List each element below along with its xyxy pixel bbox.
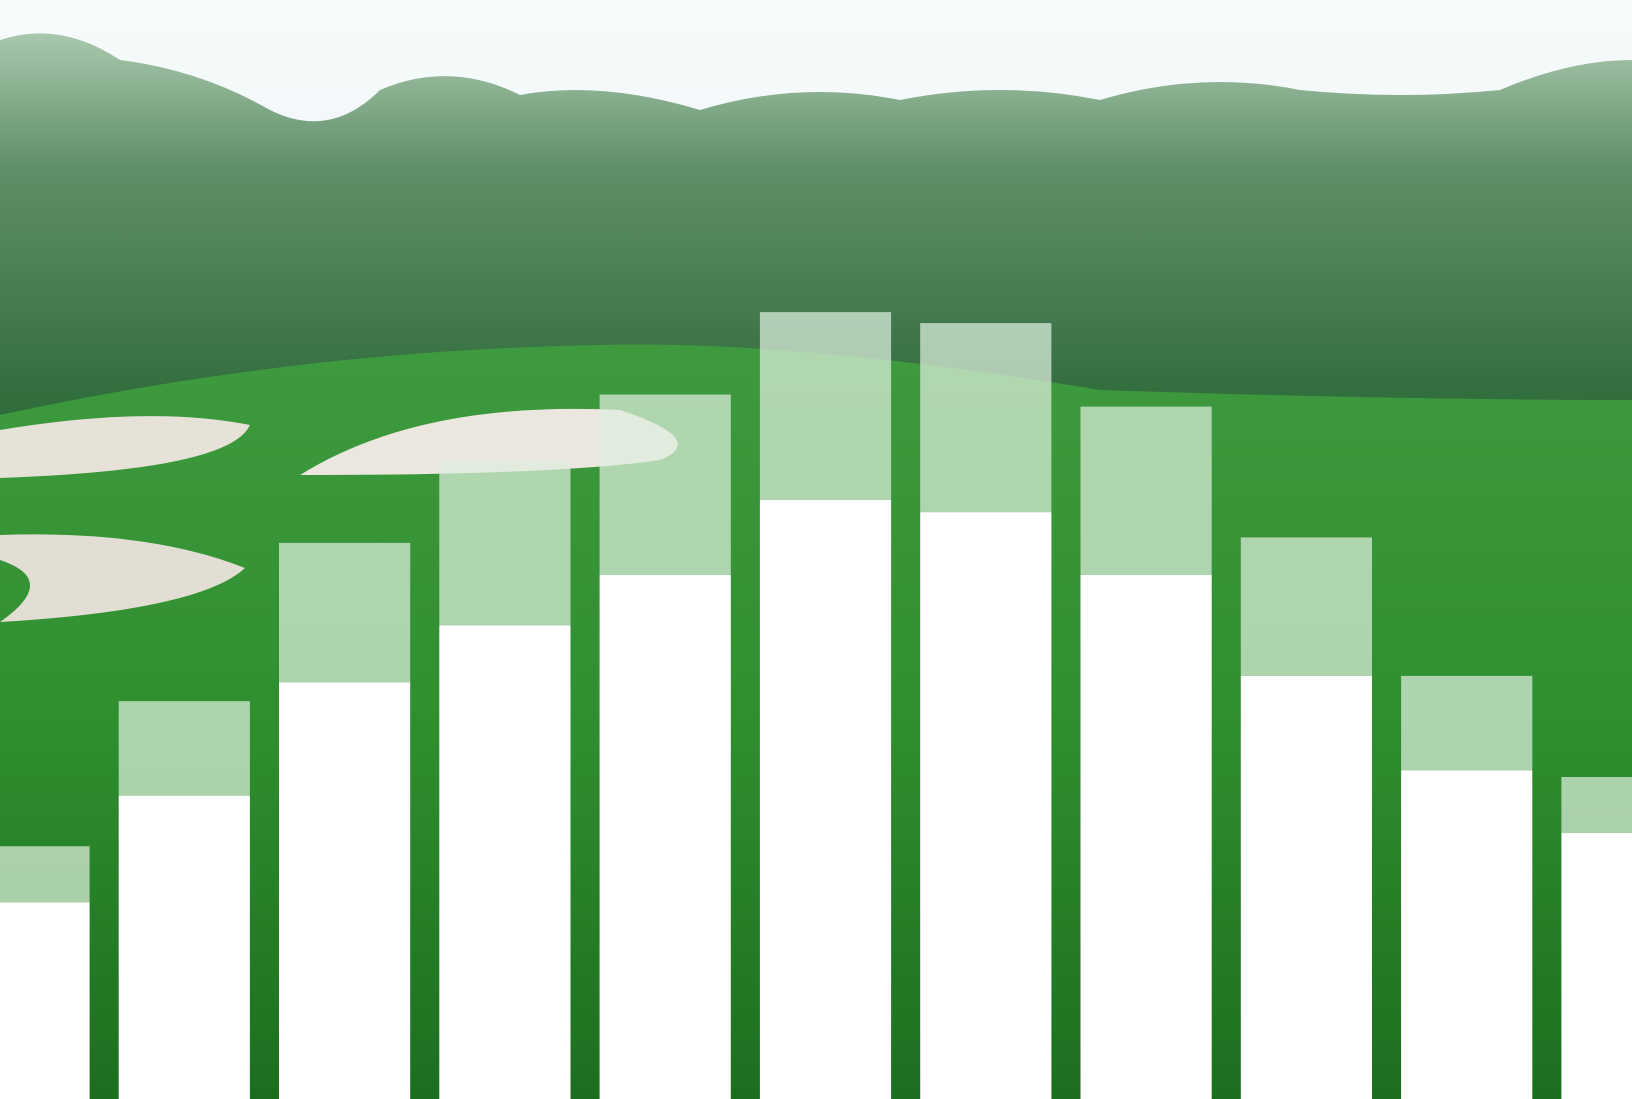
bar-segment — [1080, 406, 1212, 575]
bar-segment — [1401, 675, 1533, 771]
bar-segment — [118, 795, 250, 1099]
bar-segment — [118, 701, 250, 796]
bar-segment — [599, 394, 731, 575]
bar-segment — [0, 846, 90, 903]
bar-segment — [599, 574, 731, 1099]
bar-segment — [439, 461, 571, 626]
bar-segment — [920, 323, 1052, 513]
bar-segment — [759, 500, 892, 1099]
bar-segment — [439, 625, 571, 1099]
bar-segment — [1240, 675, 1372, 1099]
bar-segment — [279, 542, 411, 683]
bar-segment — [0, 902, 90, 1099]
bar-segment — [920, 512, 1052, 1099]
bars — [0, 312, 1632, 1099]
bar-segment — [279, 682, 411, 1099]
bar-segment — [1080, 574, 1212, 1099]
bar-segment — [759, 312, 892, 501]
bar-segment — [1561, 776, 1632, 834]
bar-segment — [1401, 770, 1533, 1099]
bar-segment — [1240, 537, 1372, 676]
bar-segment — [1561, 833, 1632, 1099]
